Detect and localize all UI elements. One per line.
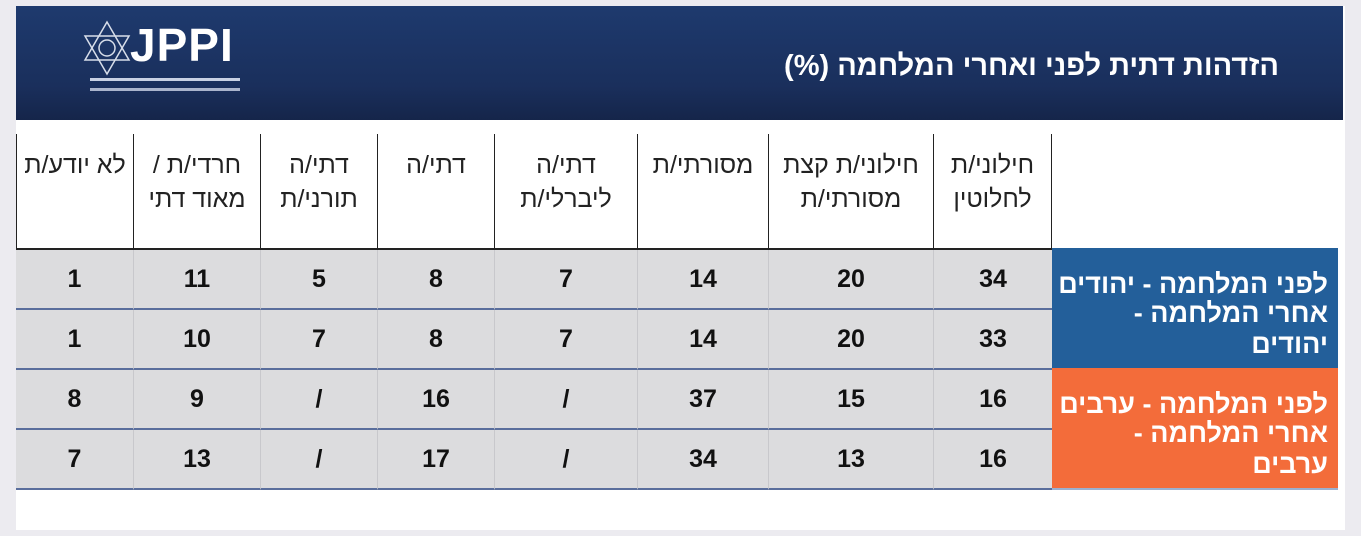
divider	[16, 248, 1052, 250]
row-label: לפני המלחמה - יהודים	[1052, 248, 1338, 310]
row-label: אחרי המלחמה - ערבים	[1052, 418, 1338, 490]
table-cell: 9	[133, 370, 260, 430]
header-banner: JPPI הזדהות דתית לפני ואחרי המלחמה (%)	[16, 6, 1343, 120]
table-cell: 17	[377, 430, 494, 490]
table-cell: 7	[494, 250, 637, 310]
logo-tagline	[90, 88, 240, 91]
column-header: דתי/ה	[377, 134, 494, 248]
table-cell: 13	[133, 430, 260, 490]
table-cell: /	[260, 430, 377, 490]
table-cell: 34	[933, 250, 1052, 310]
row-label: אחרי המלחמה - יהודים	[1052, 298, 1338, 370]
table-cell: 7	[260, 310, 377, 370]
table-cell: 11	[133, 250, 260, 310]
table-cell: 14	[637, 250, 768, 310]
column-header: דתי/ה תורני/ת	[260, 134, 377, 248]
table-cell: /	[494, 370, 637, 430]
logo-text: JPPI	[130, 19, 234, 71]
column-header: חילוני/ת לחלוטין	[933, 134, 1052, 248]
table-cell: 37	[637, 370, 768, 430]
table-cell: 34	[637, 430, 768, 490]
table-cell: 8	[377, 250, 494, 310]
column-header: חילוני/ת קצת מסורתי/ת	[768, 134, 933, 248]
logo-tagline	[90, 78, 240, 81]
star-of-david-icon	[83, 20, 131, 76]
table-cell: 16	[377, 370, 494, 430]
table-cell: 15	[768, 370, 933, 430]
table-cell: /	[260, 370, 377, 430]
table-cell: 13	[768, 430, 933, 490]
table-cell: 10	[133, 310, 260, 370]
table-cell: /	[494, 430, 637, 490]
row-label: לפני המלחמה - ערבים	[1052, 368, 1338, 430]
table-cell: 20	[768, 310, 933, 370]
table-cell: 14	[637, 310, 768, 370]
table-cell: 20	[768, 250, 933, 310]
column-header: חרדי/ת / מאוד דתי	[133, 134, 260, 248]
page-title: הזדהות דתית לפני ואחרי המלחמה (%)	[784, 50, 1279, 82]
table-cell: 1	[16, 250, 133, 310]
column-header: דתי/ה ליברלי/ת	[494, 134, 637, 248]
column-header: לא יודע/ת	[16, 134, 133, 248]
table-cell: 5	[260, 250, 377, 310]
column-header: מסורתי/ת	[637, 134, 768, 248]
jppi-logo: JPPI	[82, 19, 252, 100]
table-cell: 33	[933, 310, 1052, 370]
table-cell: 16	[933, 430, 1052, 490]
table-cell: 7	[494, 310, 637, 370]
table-cell: 8	[377, 310, 494, 370]
table-cell: 7	[16, 430, 133, 490]
table-cell: 1	[16, 310, 133, 370]
table-cell: 8	[16, 370, 133, 430]
table-cell: 16	[933, 370, 1052, 430]
